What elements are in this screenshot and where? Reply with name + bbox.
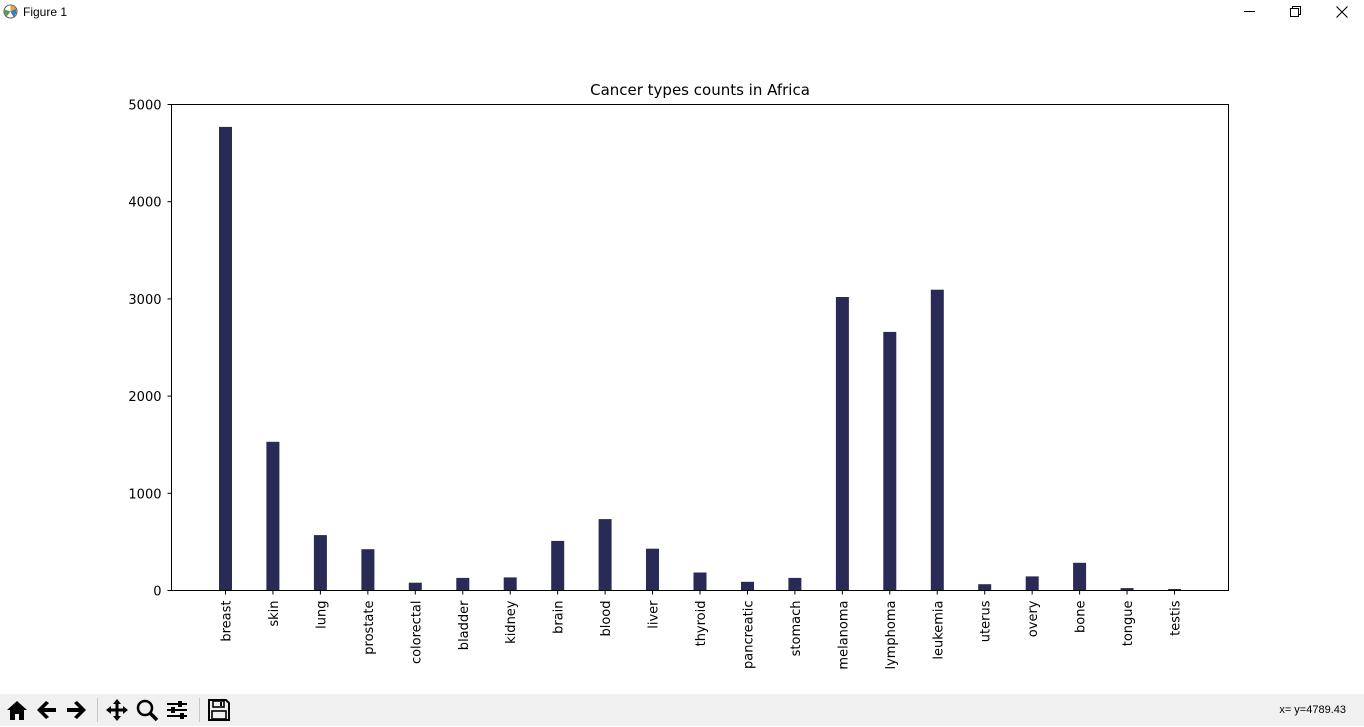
cursor-coordinates: x= y=4789.43 [1279,704,1346,716]
window-title: Figure 1 [23,5,68,19]
forward-button[interactable] [63,697,89,723]
back-icon [37,701,56,719]
bar-liver [646,548,659,591]
x-tick-label-skin: skin [267,601,282,627]
bar-chart: Cancer types counts in Africa 0 1000 2000 3… [128,81,1229,670]
bar-blood [598,519,612,591]
bar-breast [219,126,232,591]
bar-lung [313,535,327,591]
back-button[interactable] [34,697,60,723]
x-tick-label-prostate: prostate [362,601,377,655]
y-tick-label: 2000 [128,390,161,405]
x-tick-label-testis: testis [1169,600,1184,636]
zoom-button[interactable] [134,697,160,723]
configure-subplots-icon [167,701,187,719]
x-tick-label-brain: brain [552,601,567,634]
navigation-toolbar: x= y=4789.43 [0,694,1364,726]
close-icon [1336,6,1348,18]
pan-icon [106,699,128,721]
matplotlib-logo-icon [3,4,18,19]
bar-prostate [361,549,375,591]
x-tick-label-tongue: tongue [1121,601,1136,647]
x-tick-label-colorectal: colorectal [409,601,424,665]
bar-leukemia [930,289,944,591]
x-tick-label-blood: blood [599,601,614,637]
bar-tongue [1120,588,1134,591]
x-tick-label-overy: overy [1026,600,1041,637]
bar-overy [1025,576,1039,591]
zoom-icon [136,699,159,722]
y-tick-label: 1000 [128,487,161,502]
plot-frame [171,104,1229,591]
home-icon [7,701,27,720]
save-icon [208,699,230,721]
x-tick-label-thyroid: thyroid [694,601,709,647]
y-tick-label: 5000 [128,99,161,114]
pan-button[interactable] [104,697,130,723]
x-tick-label-leukemia: leukemia [931,601,946,660]
toolbar-separator [97,698,98,722]
bar-lymphoma [883,331,897,591]
home-button[interactable] [4,697,30,723]
figure-canvas[interactable]: Cancer types counts in Africa 0 1000 2000 3… [0,24,1364,694]
y-tick-label: 0 [153,585,161,600]
x-tick-label-melanoma: melanoma [836,601,851,670]
x-tick-label-pancreatic: pancreatic [741,601,756,670]
x-tick-label-bone: bone [1074,601,1089,633]
minimize-button[interactable] [1227,0,1273,24]
x-tick-label-lymphoma: lymphoma [884,601,899,670]
x-tick-label-kidney: kidney [504,600,519,644]
close-button[interactable] [1319,0,1364,24]
y-tick-label: 4000 [128,196,161,211]
bar-thyroid [693,572,707,591]
bar-uterus [978,584,992,591]
x-tick-label-lung: lung [314,601,329,629]
bar-bladder [456,577,470,591]
bar-kidney [503,577,517,591]
x-tick-label-stomach: stomach [789,601,804,657]
toolbar-separator [199,698,200,722]
bar-brain [551,540,565,591]
bar-melanoma [835,297,849,591]
x-tick-label-bladder: bladder [457,600,472,650]
restore-icon [1290,6,1301,17]
bar-colorectal [408,582,422,591]
chart-title: Cancer types counts in Africa [590,81,810,99]
restore-button[interactable] [1273,0,1319,24]
title-bar: Figure 1 [0,0,1364,24]
x-tick-label-liver: liver [647,600,662,629]
save-button[interactable] [206,697,232,723]
x-tick-label-breast: breast [220,601,235,642]
bar-skin [266,441,280,591]
x-tick-label-uterus: uterus [979,600,994,642]
bar-pancreatic [741,581,754,591]
bar-bone [1073,562,1087,591]
minimize-icon [1244,11,1255,12]
bar-stomach [788,577,802,591]
forward-icon [67,701,86,719]
configure-subplots-button[interactable] [164,697,190,723]
bar-testis [1168,589,1181,591]
y-tick-label: 3000 [128,293,161,308]
